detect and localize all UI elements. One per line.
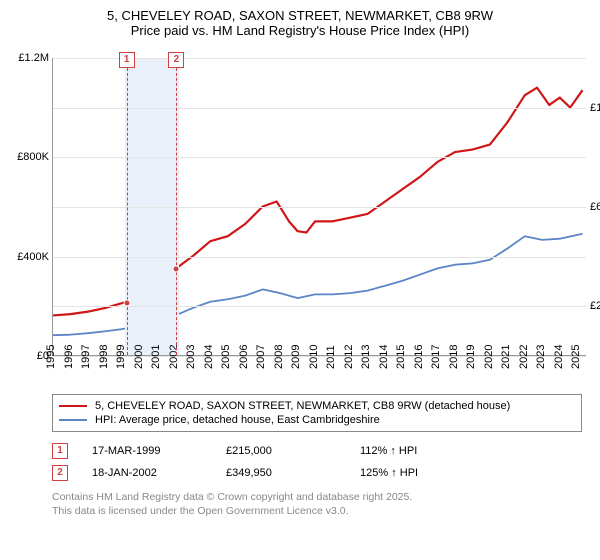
legend: 5, CHEVELEY ROAD, SAXON STREET, NEWMARKE… xyxy=(52,394,582,432)
x-axis-label: 2024 xyxy=(548,345,564,369)
x-axis-label: 2008 xyxy=(268,345,284,369)
sale-row: 1 17-MAR-1999 £215,000 112% ↑ HPI xyxy=(52,440,582,462)
x-axis-label: 2013 xyxy=(356,345,372,369)
legend-label: HPI: Average price, detached house, East… xyxy=(95,414,380,426)
title-line-2: Price paid vs. HM Land Registry's House … xyxy=(10,23,590,38)
legend-swatch xyxy=(59,419,87,421)
gridline xyxy=(53,257,586,258)
x-axis-label: 2018 xyxy=(443,345,459,369)
x-axis-label: 2021 xyxy=(496,345,512,369)
sale-row-date: 18-JAN-2002 xyxy=(92,467,202,479)
gridline xyxy=(53,306,586,307)
chart-title: 5, CHEVELEY ROAD, SAXON STREET, NEWMARKE… xyxy=(0,0,600,42)
gridline xyxy=(53,207,586,208)
y-axis-label: £1M xyxy=(586,102,600,114)
x-axis-label: 2017 xyxy=(426,345,442,369)
sale-dot xyxy=(123,299,130,306)
attribution-line-1: Contains HM Land Registry data © Crown c… xyxy=(52,490,582,504)
x-axis-label: 2006 xyxy=(233,345,249,369)
x-axis-label: 1996 xyxy=(58,345,74,369)
gridline xyxy=(53,108,586,109)
legend-row: HPI: Average price, detached house, East… xyxy=(59,413,575,427)
plot-area: £0£200K£400K£600K£800K£1M£1.2M1995199619… xyxy=(52,58,586,356)
y-axis-label: £400K xyxy=(17,251,53,263)
sale-row-price: £349,950 xyxy=(226,467,336,479)
x-axis-label: 2003 xyxy=(181,345,197,369)
title-line-1: 5, CHEVELEY ROAD, SAXON STREET, NEWMARKE… xyxy=(10,8,590,23)
y-axis-label: £1.2M xyxy=(18,52,53,64)
sale-row-delta: 125% ↑ HPI xyxy=(360,467,470,479)
sale-row-price: £215,000 xyxy=(226,445,336,457)
gridline xyxy=(53,157,586,158)
x-axis-label: 2000 xyxy=(128,345,144,369)
x-axis-label: 2012 xyxy=(338,345,354,369)
sale-table: 1 17-MAR-1999 £215,000 112% ↑ HPI 2 18-JAN-20… xyxy=(52,440,582,484)
legend-swatch xyxy=(59,405,87,407)
x-axis-label: 2023 xyxy=(531,345,547,369)
legend-row: 5, CHEVELEY ROAD, SAXON STREET, NEWMARKE… xyxy=(59,399,575,413)
x-axis-label: 1998 xyxy=(93,345,109,369)
legend-label: 5, CHEVELEY ROAD, SAXON STREET, NEWMARKE… xyxy=(95,400,510,412)
x-axis-label: 2010 xyxy=(303,345,319,369)
x-axis-label: 2015 xyxy=(391,345,407,369)
x-axis-label: 2009 xyxy=(286,345,302,369)
x-axis-label: 2019 xyxy=(461,345,477,369)
x-axis-label: 1995 xyxy=(41,345,57,369)
y-axis-label: £200K xyxy=(586,300,600,312)
x-axis-label: 2014 xyxy=(373,345,389,369)
sale-row: 2 18-JAN-2002 £349,950 125% ↑ HPI xyxy=(52,462,582,484)
sale-marker-line xyxy=(176,58,177,355)
x-axis-label: 2022 xyxy=(513,345,529,369)
sale-marker-badge: 1 xyxy=(119,52,135,68)
attribution: Contains HM Land Registry data © Crown c… xyxy=(52,490,582,518)
sale-row-badge: 2 xyxy=(52,465,68,481)
x-axis-label: 2001 xyxy=(146,345,162,369)
attribution-line-2: This data is licensed under the Open Gov… xyxy=(52,504,582,518)
sale-row-badge: 1 xyxy=(52,443,68,459)
chart-container: £0£200K£400K£600K£800K£1M£1.2M1995199619… xyxy=(12,46,592,376)
sale-row-date: 17-MAR-1999 xyxy=(92,445,202,457)
y-axis-label: £600K xyxy=(586,201,600,213)
x-axis-label: 1999 xyxy=(111,345,127,369)
sale-row-delta: 112% ↑ HPI xyxy=(360,445,470,457)
sale-marker-badge: 2 xyxy=(168,52,184,68)
x-axis-label: 2025 xyxy=(566,345,582,369)
x-axis-label: 1997 xyxy=(76,345,92,369)
x-axis-label: 2005 xyxy=(216,345,232,369)
y-axis-label: £800K xyxy=(17,151,53,163)
x-axis-label: 2007 xyxy=(251,345,267,369)
x-axis-label: 2020 xyxy=(478,345,494,369)
x-axis-label: 2016 xyxy=(408,345,424,369)
x-axis-label: 2011 xyxy=(321,345,337,369)
sale-marker-line xyxy=(127,58,128,355)
sale-dot xyxy=(173,266,180,273)
x-axis-label: 2004 xyxy=(198,345,214,369)
